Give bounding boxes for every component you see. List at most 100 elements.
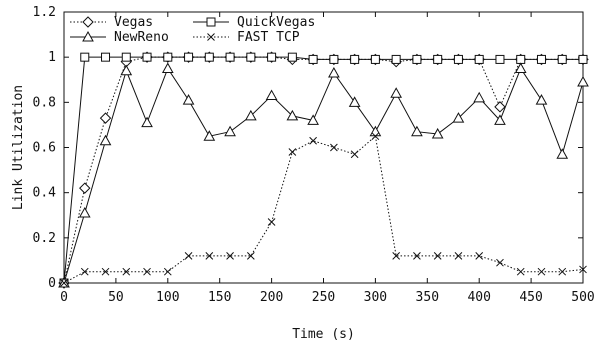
data-point-newreno <box>535 94 548 105</box>
data-point-newreno <box>265 89 278 101</box>
y-tick-label: 0.2 <box>33 231 56 246</box>
legend-marker <box>207 33 215 41</box>
data-point-newreno <box>307 114 319 125</box>
legend-entry-vegas: Vegas <box>70 15 153 30</box>
data-point-newreno <box>390 87 403 98</box>
x-tick-label: 350 <box>416 290 439 305</box>
data-point-newreno <box>431 127 444 139</box>
y-tick-label: 0 <box>48 276 56 291</box>
legend: Vegas QuickVegas NewReno FAST TCP <box>70 15 315 45</box>
data-point-fast-tcp <box>371 132 380 141</box>
data-point-fast-tcp <box>330 143 338 152</box>
data-point-quickvegas <box>225 52 235 62</box>
x-tick-label: 150 <box>208 290 231 305</box>
data-point-quickvegas <box>433 54 443 64</box>
legend-label: NewReno <box>114 30 169 45</box>
series-fast-tcp <box>60 132 587 287</box>
data-point-fast-tcp <box>246 252 255 260</box>
data-point-newreno <box>473 91 486 103</box>
y-axis-label: Link Utilization <box>11 85 26 210</box>
data-point-fast-tcp <box>558 267 567 276</box>
data-point-fast-tcp <box>184 252 193 260</box>
data-point-fast-tcp <box>433 252 442 260</box>
series-line-quickvegas <box>63 56 583 284</box>
data-point-quickvegas <box>350 54 360 64</box>
data-point-newreno <box>348 96 361 107</box>
x-tick-label: 500 <box>571 290 594 305</box>
data-point-quickvegas <box>453 54 463 64</box>
data-point-quickvegas <box>308 54 318 64</box>
x-tick-label: 400 <box>467 290 490 305</box>
data-point-quickvegas <box>163 52 173 62</box>
y-tick-label: 0.8 <box>33 95 56 110</box>
data-point-fast-tcp <box>143 267 151 276</box>
data-point-newreno <box>577 75 589 87</box>
series-quickvegas <box>59 52 588 288</box>
x-axis-label: Time (s) <box>292 327 355 342</box>
x-tick-label: 450 <box>519 290 542 305</box>
data-point-quickvegas <box>578 54 588 64</box>
series-line-fast-tcp <box>63 135 584 284</box>
legend-entry-newreno: NewReno <box>70 30 169 45</box>
legend-marker <box>206 17 216 27</box>
data-point-newreno <box>369 125 382 137</box>
data-point-fast-tcp <box>413 252 421 260</box>
y-tick-label: 1 <box>48 50 56 65</box>
data-point-newreno <box>203 130 216 141</box>
data-point-newreno <box>514 62 527 73</box>
series-line-newreno <box>63 67 584 284</box>
data-point-fast-tcp <box>350 150 359 159</box>
data-point-fast-tcp <box>579 265 587 274</box>
axes <box>63 11 584 284</box>
legend-marker <box>82 30 94 42</box>
series-layer <box>58 51 589 289</box>
x-tick-label: 0 <box>60 290 68 305</box>
x-tick-label: 100 <box>156 290 179 305</box>
data-point-fast-tcp <box>288 148 297 156</box>
legend-entry-quickvegas: QuickVegas <box>193 15 315 30</box>
data-point-quickvegas <box>142 52 152 62</box>
plot-frame <box>63 11 584 284</box>
data-point-newreno <box>494 114 506 125</box>
data-point-quickvegas <box>536 54 546 64</box>
data-point-fast-tcp <box>60 279 68 287</box>
data-point-fast-tcp <box>309 136 317 145</box>
data-point-quickvegas <box>391 54 401 64</box>
data-point-quickvegas <box>184 52 194 62</box>
data-point-newreno <box>141 116 153 128</box>
data-point-quickvegas <box>246 52 256 62</box>
data-point-fast-tcp <box>80 267 89 276</box>
x-tick-label: 200 <box>260 290 283 305</box>
legend-label: FAST TCP <box>237 30 300 45</box>
data-point-newreno <box>99 134 112 146</box>
data-point-quickvegas <box>204 52 214 62</box>
legend-marker <box>82 16 94 28</box>
data-point-newreno <box>452 112 465 123</box>
data-point-fast-tcp <box>537 267 546 276</box>
data-point-newreno <box>161 62 174 73</box>
data-point-fast-tcp <box>205 252 214 260</box>
series-newreno <box>58 62 589 288</box>
data-point-fast-tcp <box>496 258 504 267</box>
data-point-vegas <box>494 101 506 113</box>
data-point-quickvegas <box>474 54 484 64</box>
x-tick-label: 250 <box>312 290 335 305</box>
data-point-newreno <box>78 206 91 218</box>
x-tick-label: 50 <box>108 290 124 305</box>
data-point-quickvegas <box>495 54 505 64</box>
data-point-fast-tcp <box>475 252 484 260</box>
x-tick-label: 300 <box>364 290 387 305</box>
data-point-newreno <box>120 64 133 76</box>
series-vegas <box>58 51 589 289</box>
data-point-fast-tcp <box>392 252 401 260</box>
data-point-fast-tcp <box>267 218 276 226</box>
data-point-quickvegas <box>412 54 422 64</box>
data-point-quickvegas <box>329 54 339 64</box>
data-point-vegas <box>79 182 91 194</box>
data-point-quickvegas <box>557 54 567 64</box>
data-point-newreno <box>556 148 569 159</box>
data-point-quickvegas <box>516 54 526 64</box>
legend-label: Vegas <box>114 15 153 30</box>
data-point-fast-tcp <box>516 267 525 276</box>
